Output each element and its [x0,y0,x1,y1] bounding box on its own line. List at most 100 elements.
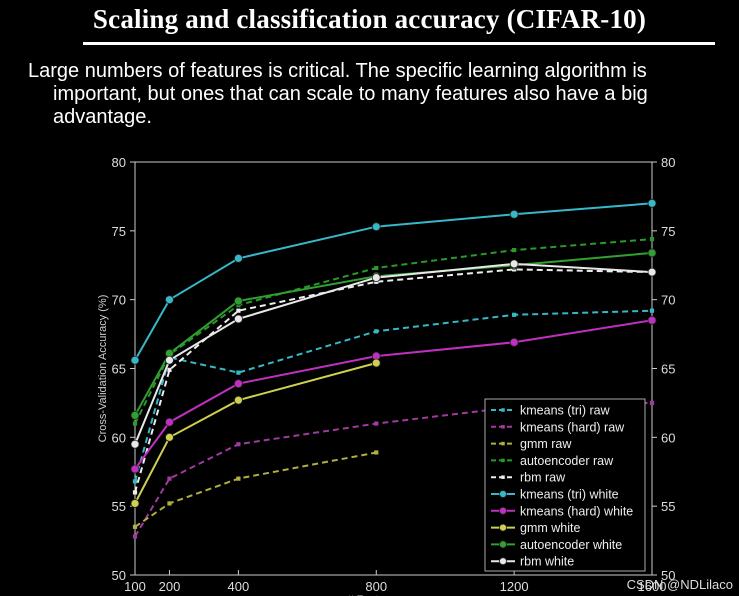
slide-text: Large numbers of features is critical. T… [28,60,718,129]
slide-text-rest: important, but ones that can scale to ma… [53,83,648,128]
legend-item: gmm raw [491,437,572,451]
legend-item: rbm raw [491,471,566,485]
data-point [233,395,243,405]
series-rbm-white [130,259,657,449]
y-tick-label-left: 55 [112,499,126,514]
x-tick-label: 100 [124,579,146,594]
y-tick-label-right: 80 [661,155,675,170]
data-point [130,464,140,474]
data-point [165,295,174,305]
x-tick-label: 1600 [638,579,667,594]
legend-label: gmm raw [520,437,572,451]
legend-item: autoencoder raw [491,454,614,468]
legend-label: rbm white [520,555,574,569]
series-line [134,251,653,416]
chart-legend: kmeans (tri) raw kmeans (hard) raw gmm raw… [484,398,646,572]
y-tick-label-right: 50 [661,568,675,583]
legend-label: kmeans (hard) raw [520,420,625,434]
data-point [236,476,241,481]
y-tick-label-right: 60 [661,430,675,445]
data-point [165,417,174,427]
y-tick-label-right: 70 [661,293,675,308]
watermark: CSDN @NDLilaco [626,577,733,592]
data-point [647,267,657,277]
series-line [134,319,653,470]
data-point [501,425,505,429]
series-line [134,451,377,528]
series-gmm-raw [132,450,379,529]
data-point [509,337,519,347]
data-point [165,355,174,365]
legend-item: gmm white [491,521,580,535]
data-point [374,421,379,426]
data-point [509,259,519,269]
legend-item: kmeans (tri) raw [491,404,611,418]
series-line [134,268,653,493]
legend-label: kmeans (tri) raw [520,404,611,418]
data-point [130,499,140,508]
data-point [649,400,655,406]
legend-label: rbm raw [520,471,566,485]
data-point [233,379,243,389]
data-point [233,253,243,263]
data-point [374,329,379,334]
data-point [236,442,241,447]
data-point [512,248,517,253]
data-point [499,523,507,532]
series-kmeans-tri-white [130,198,657,365]
data-point [509,209,519,219]
data-point [167,501,172,506]
data-point [371,358,381,368]
data-point [499,540,507,549]
y-axis-label: Cross-Validation Accuracy (%) [97,295,109,443]
y-tick-label-left: 65 [112,362,126,377]
y-tick-label-left: 80 [112,155,126,170]
y-tick-label-right: 55 [661,499,675,514]
legend-label: gmm white [520,521,580,535]
data-point [374,450,379,455]
slide-text-line1: Large numbers of features is critical. T… [28,60,647,82]
data-point [647,248,657,258]
data-point [512,312,517,317]
series-line [134,238,653,425]
legend-item: rbm white [491,555,574,569]
data-point [501,458,505,463]
data-point [233,296,243,306]
data-point [371,273,381,283]
series-line [134,262,653,445]
y-tick-label-right: 65 [661,362,675,377]
legend-item: kmeans (hard) raw [491,420,625,434]
data-point [374,265,379,271]
series-autoencoder-raw [132,236,655,426]
y-tick-label-left: 75 [112,224,126,239]
legend-item: autoencoder white [491,538,622,552]
axes-layer: 50 50 55 55 60 60 65 65 70 70 75 75 80 80 100 200 400 800… [97,155,675,596]
data-point [165,432,174,442]
data-point [499,506,507,515]
data-point [236,370,241,375]
data-point [647,198,657,208]
legend-item: kmeans (hard) white [491,504,633,518]
x-tick-label: 400 [228,579,250,594]
data-point [167,367,172,372]
series-kmeans-hard-white [130,315,657,474]
y-tick-label-left: 70 [112,293,126,308]
legend-label: kmeans (hard) white [520,504,633,518]
y-tick-label-left: 60 [112,430,126,445]
legend-label: kmeans (tri) white [520,488,619,502]
data-point [501,475,505,479]
data-point [167,476,172,481]
y-tick-label-right: 75 [661,224,675,239]
data-point [501,441,505,446]
x-tick-label: 800 [365,579,387,594]
data-point [647,315,657,325]
series-gmm-white [130,358,381,508]
data-point [649,236,655,242]
series-line [134,202,653,361]
data-point [501,408,505,412]
data-point [499,557,507,566]
data-point [233,314,243,324]
data-point [132,534,138,539]
data-point [130,439,140,449]
